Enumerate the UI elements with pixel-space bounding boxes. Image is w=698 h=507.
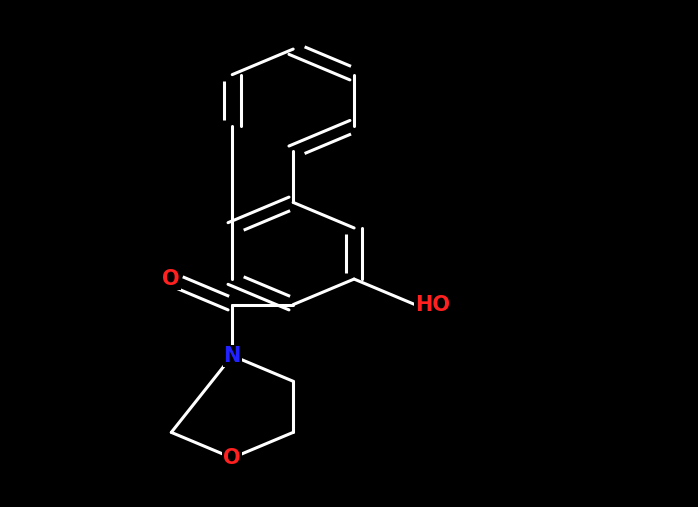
Text: N: N [223,346,241,366]
Text: O: O [163,269,180,289]
Text: O: O [223,448,241,468]
Text: HO: HO [415,295,450,315]
